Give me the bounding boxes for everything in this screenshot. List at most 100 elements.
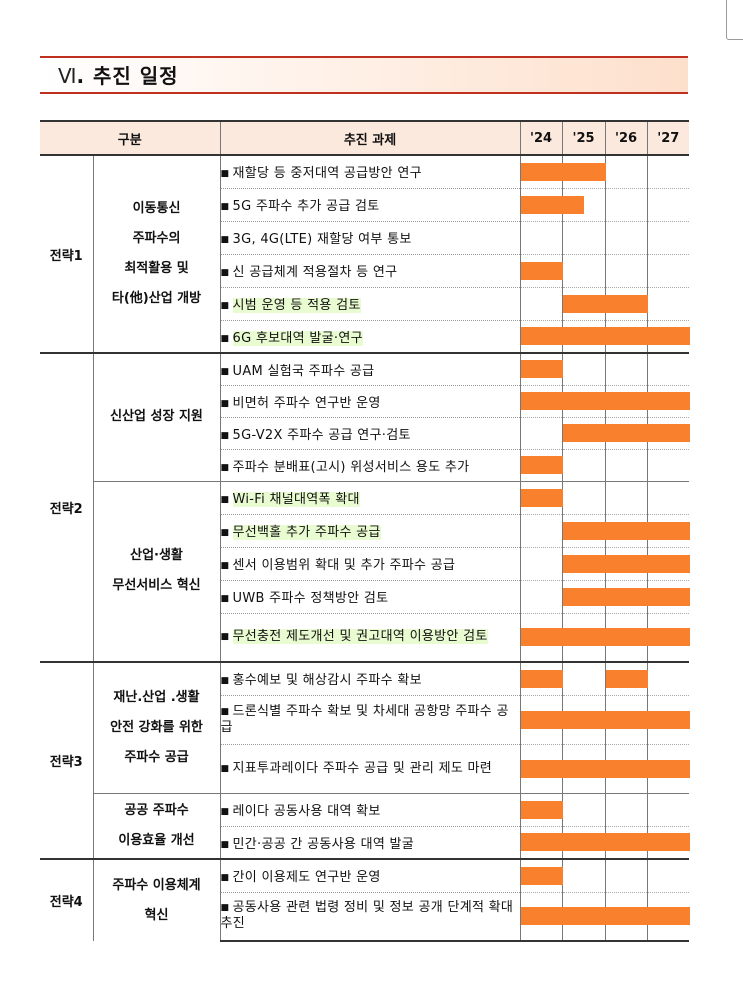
category-line: 재난.산업 .생활 bbox=[113, 689, 200, 705]
task-cell: ■ 3G, 4G(LTE) 재할당 여부 통보 bbox=[220, 220, 521, 254]
year-cell bbox=[561, 579, 690, 613]
task-cell: ■ 5G-V2X 주파수 공급 연구·검토 bbox=[220, 416, 521, 449]
section-heading: . 추진 일정 bbox=[76, 64, 179, 88]
header-year-2027: '27 bbox=[646, 120, 690, 156]
task-cell: ■ 무선충전 제도개선 및 권고대역 이용방안 검토 bbox=[220, 612, 521, 662]
bullet-icon: ■ bbox=[220, 706, 230, 717]
year-cell bbox=[604, 384, 648, 417]
table-row: ■ 지표투과레이다 주파수 공급 및 관리 제도 마련 bbox=[40, 743, 690, 793]
table-row: ■ 신 공급체계 적용절차 등 연구 bbox=[40, 253, 690, 287]
year-cell bbox=[646, 858, 690, 892]
year-cell bbox=[646, 220, 690, 254]
task-cell: ■ UWB 주파수 정책방안 검토 bbox=[220, 579, 521, 613]
year-cell bbox=[561, 220, 606, 254]
year-cell bbox=[604, 546, 648, 580]
year-cell bbox=[519, 384, 690, 417]
task-text: 시범 운영 등 적용 검토 bbox=[232, 298, 361, 313]
year-cell bbox=[561, 448, 606, 481]
timeline-bar bbox=[520, 669, 563, 688]
year-cell bbox=[646, 187, 690, 221]
year-cell bbox=[519, 661, 563, 695]
bullet-icon: ■ bbox=[220, 268, 230, 278]
table-row: ■ 5G 주파수 추가 공급 검토 bbox=[40, 187, 690, 221]
timeline-bar bbox=[520, 360, 563, 379]
strategy-label: 전략4 bbox=[40, 858, 94, 941]
task-text: 주파수 분배표(고시) 위성서비스 용도 추가 bbox=[232, 459, 470, 475]
category-cell: 신산업 성장 지원 bbox=[93, 352, 221, 481]
year-cell bbox=[519, 579, 563, 613]
table-row: ■ UWB 주파수 정책방안 검토 bbox=[40, 579, 690, 613]
year-cell bbox=[519, 187, 585, 221]
header-category: 구분 bbox=[40, 120, 221, 156]
task-text: UWB 주파수 정책방안 검토 bbox=[232, 591, 389, 606]
year-cell bbox=[519, 253, 563, 287]
table-row: 전략1 이동통신 주파수의 최적활용 및 타(他)산업 개방 ■ 재할당 등 중저대역 공급… bbox=[40, 154, 690, 353]
task-text: 간이 이용제도 연구반 운영 bbox=[232, 870, 381, 886]
header-task: 추진 과제 bbox=[219, 120, 521, 156]
bullet-icon: ■ bbox=[220, 676, 230, 687]
year-cell bbox=[519, 891, 690, 942]
year-cell bbox=[646, 448, 690, 481]
year-cell bbox=[604, 416, 648, 449]
year-cell bbox=[604, 253, 648, 287]
year-cell bbox=[519, 416, 563, 449]
timeline-bar bbox=[520, 456, 563, 474]
table-row: ■ 주파수 분배표(고시) 위성서비스 용도 추가 bbox=[40, 448, 690, 481]
year-cell bbox=[604, 187, 648, 221]
table-row: 전략2 신산업 성장 지원 ■ UAM 실험국 주파수 공급 bbox=[40, 352, 690, 662]
year-cell bbox=[604, 825, 648, 859]
year-cell bbox=[519, 743, 690, 793]
year-cell bbox=[519, 612, 690, 662]
timeline-bar bbox=[520, 866, 563, 885]
category-cell: 산업·생활 무선서비스 혁신 bbox=[93, 480, 221, 662]
year-cell bbox=[561, 480, 606, 514]
year-cell bbox=[646, 825, 690, 859]
bullet-icon: ■ bbox=[220, 903, 230, 914]
year-cell bbox=[646, 612, 690, 662]
task-text: 재할당 등 중저대역 공급방안 연구 bbox=[232, 166, 422, 182]
year-cell bbox=[604, 891, 648, 942]
bullet-icon: ■ bbox=[220, 561, 230, 571]
year-cell bbox=[519, 546, 563, 580]
bullet-icon: ■ bbox=[220, 839, 230, 850]
task-text: 드론식별 주파수 확보 및 차세대 공항망 주파수 공급 bbox=[220, 703, 509, 735]
year-cell bbox=[561, 513, 690, 547]
year-cell bbox=[561, 319, 606, 353]
task-cell: ■ 재할당 등 중저대역 공급방안 연구 bbox=[220, 154, 521, 188]
year-cell bbox=[604, 661, 648, 695]
year-cell bbox=[519, 220, 563, 254]
year-cell bbox=[561, 253, 606, 287]
year-cell bbox=[604, 286, 648, 320]
task-text: 무선충전 제도개선 및 권고대역 이용방안 검토 bbox=[232, 629, 488, 645]
year-cell bbox=[561, 858, 606, 892]
task-cell: ■ 레이다 공동사용 대역 확보 bbox=[220, 792, 521, 826]
bullet-icon: ■ bbox=[220, 763, 230, 774]
task-text: 공동사용 관련 법령 정비 및 정보 공개 단계적 확대 추진 bbox=[220, 900, 514, 932]
task-text: 5G 주파수 추가 공급 검토 bbox=[232, 199, 380, 214]
strategy-label: 전략1 bbox=[40, 154, 94, 353]
category-line: 무선서비스 혁신 bbox=[112, 578, 201, 594]
bullet-icon: ■ bbox=[220, 462, 230, 473]
year-cell bbox=[561, 661, 606, 695]
task-text: 홍수예보 및 해상감시 주파수 확보 bbox=[232, 673, 422, 689]
category-line: 최적활용 및 bbox=[124, 261, 189, 276]
table-row: ■ 무선백홀 추가 주파수 공급 bbox=[40, 513, 690, 547]
year-cell bbox=[561, 384, 606, 417]
task-text: UAM 실험국 주파수 공급 bbox=[232, 363, 375, 379]
bullet-icon: ■ bbox=[220, 873, 230, 884]
year-cell bbox=[561, 743, 606, 793]
category-cell: 공공 주파수 이용효율 개선 bbox=[93, 792, 221, 859]
table-row: 전략4 주파수 이용체계 혁신 ■ 간이 이용제도 연구반 운영 bbox=[40, 858, 690, 941]
year-cell bbox=[604, 448, 648, 481]
task-cell: ■ 홍수예보 및 해상감시 주파수 확보 bbox=[220, 661, 521, 695]
bullet-icon: ■ bbox=[220, 398, 230, 409]
year-cell bbox=[561, 187, 606, 221]
table-row: 전략3 재난.산업 .생활 안전 강화를 위한 주파수 공급 ■ 홍수예보 및 해상감시 … bbox=[40, 661, 690, 859]
strategy-label: 전략3 bbox=[40, 661, 94, 859]
year-cell bbox=[519, 154, 606, 188]
year-cell bbox=[519, 694, 690, 744]
bullet-icon: ■ bbox=[220, 169, 230, 180]
table-row: 공공 주파수 이용효율 개선 ■ 레이다 공동사용 대역 확보 bbox=[40, 792, 690, 859]
year-cell bbox=[646, 319, 690, 353]
table-row: ■ 무선충전 제도개선 및 권고대역 이용방안 검토 bbox=[40, 612, 690, 662]
